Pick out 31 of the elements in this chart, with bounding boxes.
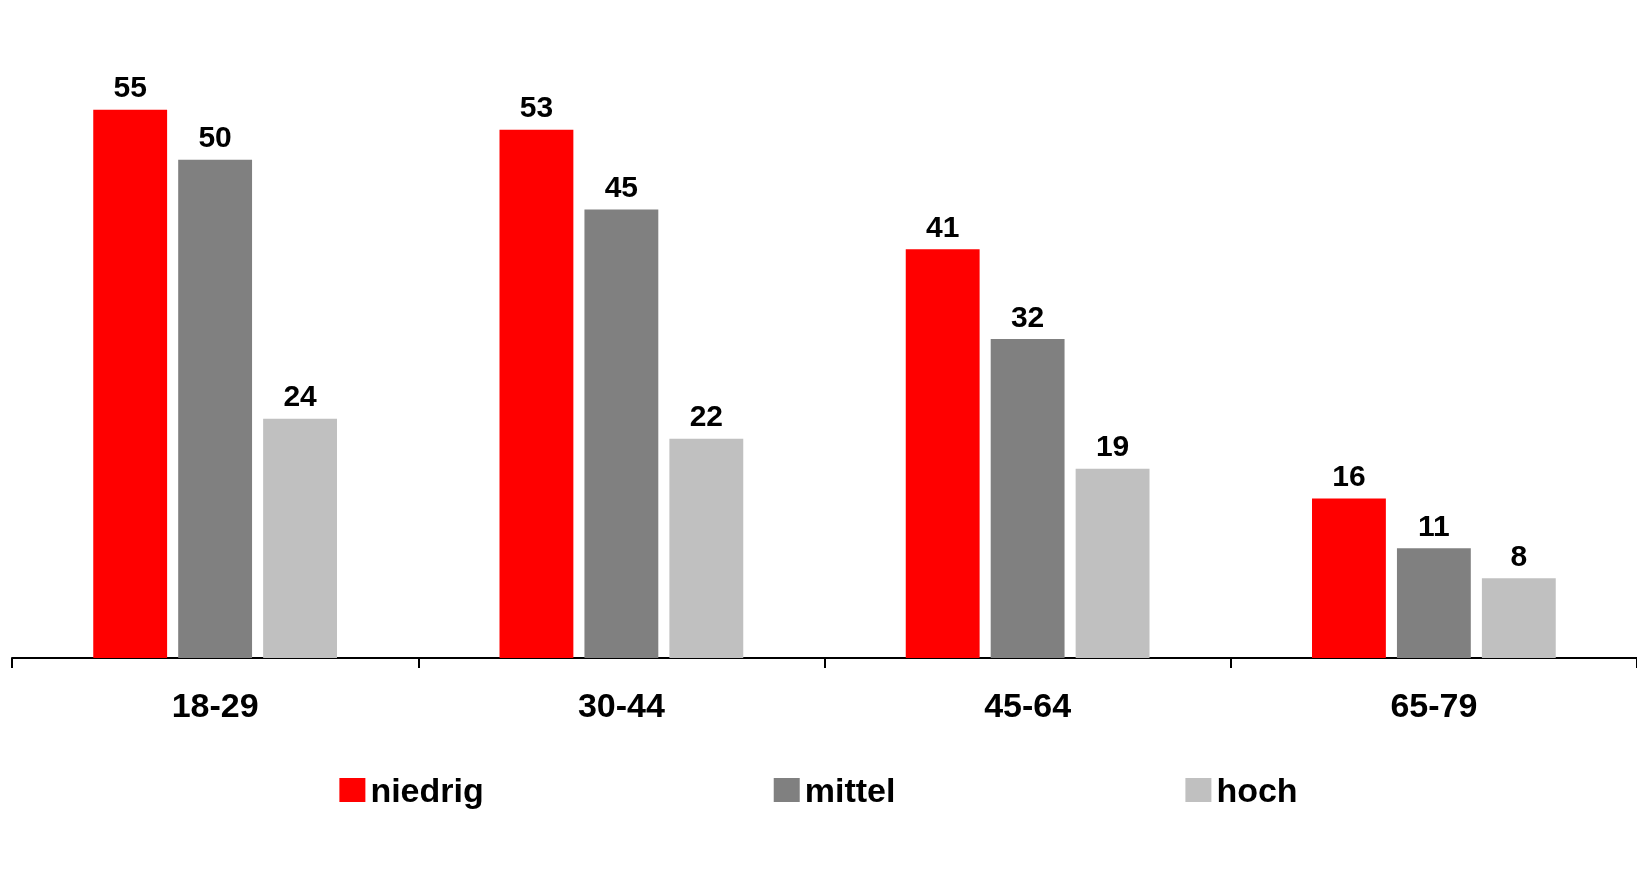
data-label: 32: [1010, 299, 1045, 333]
x-tick-label: 30-44: [577, 686, 665, 724]
bar: [1396, 548, 1471, 658]
bar: [263, 418, 337, 658]
data-label: 55: [113, 70, 147, 104]
bar: [93, 109, 168, 658]
bar: [1075, 468, 1150, 658]
data-label: 24: [283, 379, 318, 413]
data-label: 8: [1510, 538, 1528, 572]
legend-label: hoch: [1216, 771, 1298, 809]
data-label: 22: [689, 399, 724, 433]
legend-label: mittel: [804, 771, 896, 809]
bar: [990, 339, 1065, 658]
bar: [499, 129, 574, 658]
x-tick-label: 45-64: [984, 686, 1072, 724]
bar: [669, 438, 744, 658]
data-label: 50: [198, 120, 232, 154]
x-tick-label: 18-29: [171, 686, 259, 724]
bar: [1312, 498, 1386, 658]
data-label: 19: [1095, 429, 1130, 463]
data-label: 53: [519, 90, 554, 124]
data-label: 11: [1418, 508, 1450, 542]
bar: [905, 249, 980, 658]
data-label: 41: [925, 209, 960, 243]
data-label: 45: [604, 170, 639, 203]
legend-label: niedrig: [370, 771, 484, 809]
x-tick-label: 65-79: [1390, 686, 1478, 724]
data-label: 16: [1332, 459, 1366, 493]
bar: [1481, 578, 1556, 658]
bar: [584, 209, 659, 658]
bar: [178, 159, 253, 658]
